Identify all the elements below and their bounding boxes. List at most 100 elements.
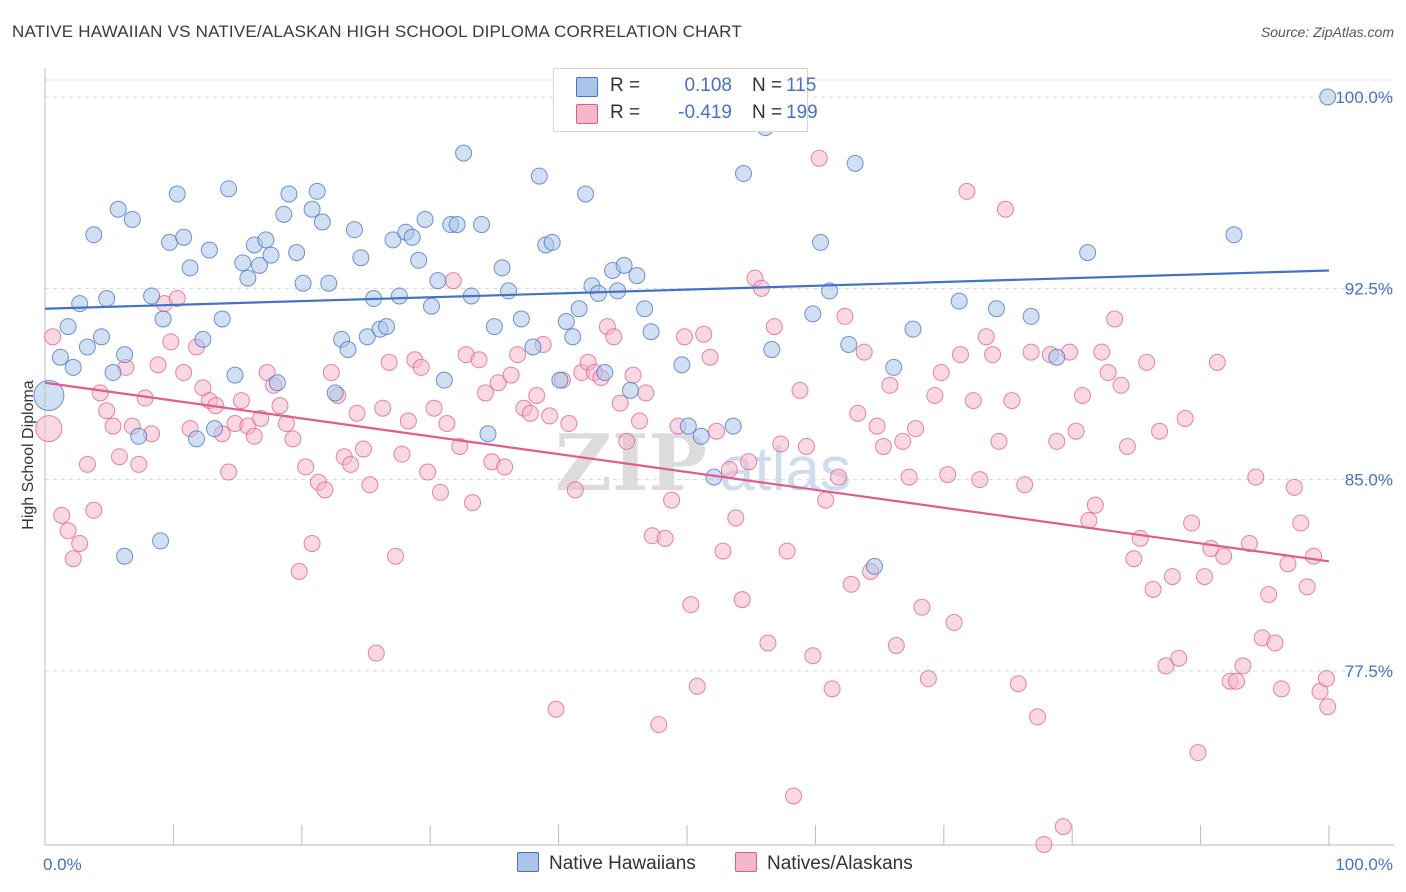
data-point	[308, 182, 326, 200]
blue-swatch	[576, 77, 598, 97]
data-point	[496, 458, 514, 476]
data-point	[1163, 568, 1181, 586]
legend-label: Native Hawaiians	[549, 853, 696, 874]
data-point	[1118, 438, 1136, 456]
data-point	[772, 435, 790, 453]
data-point	[528, 386, 546, 404]
data-point	[618, 432, 636, 450]
legend-item-natives-alaskans[interactable]: Natives/Alaskans	[735, 852, 913, 875]
data-point	[785, 787, 803, 805]
data-point	[1125, 550, 1143, 568]
data-point	[367, 644, 385, 662]
data-point	[945, 614, 963, 632]
data-point	[252, 409, 270, 427]
data-point	[348, 404, 366, 422]
data-point	[846, 154, 864, 172]
data-point	[611, 394, 629, 412]
data-point	[143, 287, 161, 305]
data-point	[33, 379, 65, 411]
data-point	[919, 670, 937, 688]
data-point	[473, 216, 491, 234]
data-point	[500, 282, 518, 300]
data-point	[322, 364, 340, 382]
data-point	[294, 274, 312, 292]
data-point	[564, 328, 582, 346]
trend-line-pink	[44, 381, 1330, 563]
data-point	[734, 165, 752, 183]
data-point	[378, 318, 396, 336]
data-point	[521, 404, 539, 422]
data-point	[1228, 672, 1246, 690]
data-point	[1093, 343, 1111, 361]
data-point	[1266, 634, 1284, 652]
legend-item-native-hawaiians[interactable]: Native Hawaiians	[517, 852, 696, 875]
data-point	[393, 445, 411, 463]
data-point	[543, 233, 561, 251]
chart-title: NATIVE HAWAIIAN VS NATIVE/ALASKAN HIGH S…	[12, 22, 742, 41]
data-point	[358, 328, 376, 346]
data-point	[842, 575, 860, 593]
data-point	[464, 494, 482, 512]
data-point	[399, 412, 417, 430]
data-point	[1035, 835, 1053, 853]
data-point	[1298, 578, 1316, 596]
data-point	[1225, 226, 1243, 244]
y-tick-label: 92.5%	[1345, 279, 1393, 298]
data-point	[637, 384, 655, 402]
data-point	[262, 246, 280, 264]
data-point	[622, 381, 640, 399]
data-point	[804, 647, 822, 665]
data-point	[1317, 670, 1335, 688]
data-point	[71, 534, 89, 552]
data-point	[175, 364, 193, 382]
data-point	[926, 386, 944, 404]
data-point	[830, 468, 848, 486]
data-point	[361, 476, 379, 494]
data-point	[605, 328, 623, 346]
data-point	[971, 471, 989, 489]
data-point	[663, 491, 681, 509]
data-point	[1319, 88, 1337, 106]
data-point	[797, 438, 815, 456]
data-point	[154, 310, 172, 328]
data-point	[326, 384, 344, 402]
data-point	[288, 244, 306, 262]
data-point	[35, 415, 63, 443]
data-point	[387, 547, 405, 565]
data-point	[470, 351, 488, 369]
x-tick-label-right: 100.0%	[1335, 855, 1393, 874]
n-label: N =	[752, 75, 783, 96]
data-point	[71, 295, 89, 313]
data-point	[98, 290, 116, 308]
data-point	[939, 466, 957, 484]
data-point	[913, 598, 931, 616]
data-point	[485, 318, 503, 336]
data-point	[1144, 580, 1162, 598]
data-point	[275, 205, 293, 223]
data-point	[708, 422, 726, 440]
data-point	[1279, 555, 1297, 573]
data-point	[1079, 244, 1097, 262]
data-point	[232, 392, 250, 410]
data-point	[1319, 698, 1337, 716]
data-point	[250, 256, 268, 274]
data-point	[245, 427, 263, 445]
data-point	[419, 463, 437, 481]
data-point	[390, 287, 408, 305]
data-point	[990, 432, 1008, 450]
data-point	[1067, 422, 1085, 440]
data-point	[1234, 657, 1252, 675]
data-point	[636, 300, 654, 318]
data-point	[1208, 353, 1226, 371]
data-point	[123, 210, 141, 228]
data-point	[489, 374, 507, 392]
data-point	[479, 425, 497, 443]
data-point	[628, 267, 646, 285]
data-point	[720, 460, 738, 478]
data-point	[188, 430, 206, 448]
data-point	[316, 481, 334, 499]
data-point	[1195, 568, 1213, 586]
data-point	[116, 346, 134, 364]
data-point	[904, 320, 922, 338]
data-point	[175, 228, 193, 246]
